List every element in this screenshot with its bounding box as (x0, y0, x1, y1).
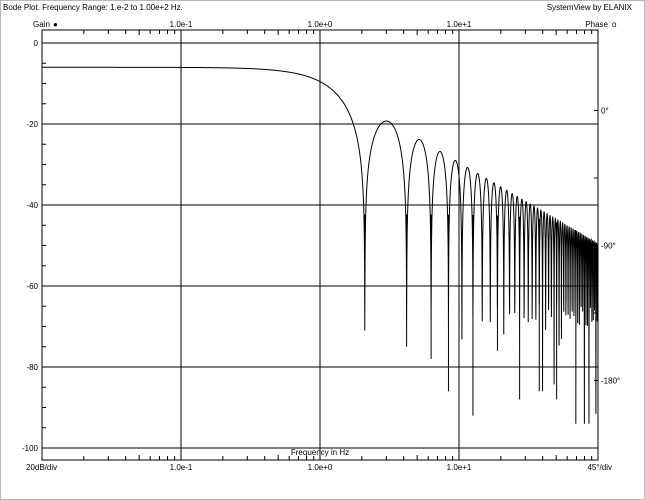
gain-curve-line (42, 66, 599, 424)
brand-label: SystemView by ELANIX (547, 3, 633, 12)
right-scale-label: 45°/div (587, 463, 612, 472)
y-tick-label: -100 (22, 444, 39, 453)
x-tick-label-bottom: 1.0e-1 (170, 463, 193, 472)
gain-legend-label: Gain (33, 20, 50, 29)
y-tick-label: -20 (26, 120, 38, 129)
left-scale-label: 20dB/div (26, 463, 57, 472)
phase-legend-label: Phase (585, 20, 608, 29)
y-tick-label: -40 (26, 201, 38, 210)
phase-tick-label: -90° (601, 242, 616, 251)
x-tick-label-top: 1.0e-1 (170, 20, 193, 29)
x-tick-label-bottom: 1.0e+0 (308, 463, 333, 472)
x-axis-label: Frequency in Hz (291, 448, 349, 457)
axis-ticks (41, 30, 598, 460)
chart-title: Bode Plot. Frequency Range: 1.e-2 to 1.0… (3, 3, 183, 12)
tick-labels: 1.0e-1 1.0e-1 1.0e+0 1.0e+0 1.0e+1 1.0e+1 0 -20… (22, 20, 620, 472)
phase-tick-label: -180° (601, 377, 620, 386)
y-tick-label: 0 (34, 39, 39, 48)
y-tick-label: -60 (26, 282, 38, 291)
phase-tick-label: 0° (601, 107, 609, 116)
x-tick-label-bottom: 1.0e+1 (447, 463, 472, 472)
y-tick-label: -80 (26, 363, 38, 372)
gain-legend-marker: ● (53, 20, 58, 29)
phase-legend-marker: o (612, 20, 617, 29)
x-tick-label-top: 1.0e+1 (447, 20, 472, 29)
x-tick-label-top: 1.0e+0 (308, 20, 333, 29)
